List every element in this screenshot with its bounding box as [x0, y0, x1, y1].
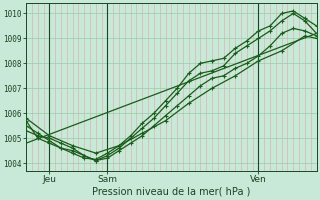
X-axis label: Pression niveau de la mer( hPa ): Pression niveau de la mer( hPa ) [92, 187, 251, 197]
